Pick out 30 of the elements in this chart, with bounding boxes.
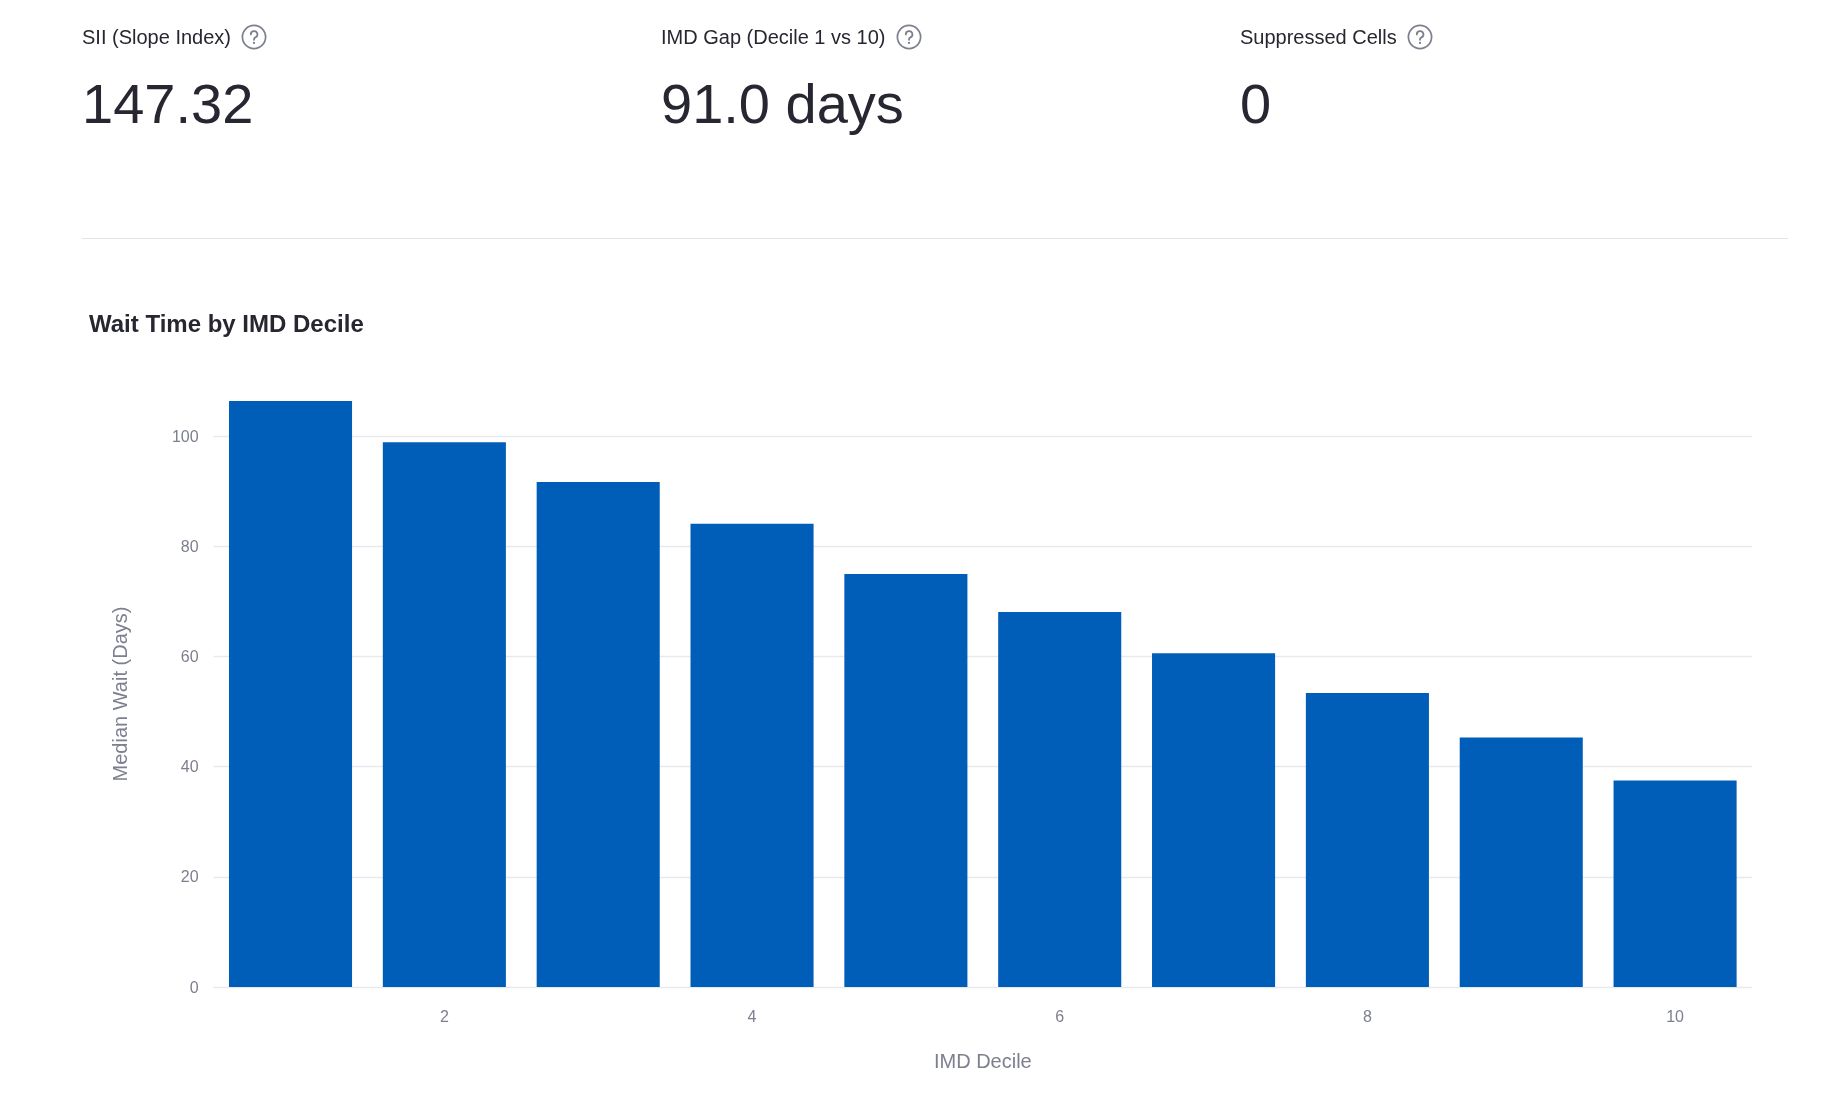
y-tick-label: 40: [180, 758, 199, 776]
text: 91.0 days: [661, 72, 904, 135]
bar: [690, 523, 814, 987]
bar: [382, 442, 506, 987]
category-label: Suppressed Cells: [1240, 25, 1397, 49]
x-tick-label: 4: [747, 1007, 757, 1025]
x-tick-label: 6: [1055, 1007, 1065, 1025]
chart-title: Wait Time by IMD Decile: [89, 309, 364, 337]
y-tick-label: 20: [180, 868, 199, 886]
bar: [536, 481, 660, 987]
bar: [844, 573, 968, 987]
y-tick-label: 0: [189, 978, 199, 996]
x-axis-title: IMD Decile: [933, 1050, 1032, 1072]
y-tick-label: 60: [180, 648, 199, 666]
y-tick-label: 80: [180, 537, 199, 555]
bar: [1459, 737, 1583, 987]
x-tick-label: 8: [1362, 1007, 1372, 1025]
y-axis-title: Median Wait (Days): [108, 606, 131, 782]
bar: [228, 401, 353, 987]
text: 147.32: [82, 72, 254, 135]
bar: [1613, 780, 1737, 987]
x-tick-label: 2: [439, 1007, 449, 1025]
x-tick-label: 10: [1666, 1007, 1685, 1025]
category-label: IMD Gap (Decile 1 vs 10): [661, 25, 886, 49]
category-label: SII (Slope Index): [82, 25, 231, 49]
text: 0: [1240, 72, 1272, 135]
bar: [1305, 692, 1429, 987]
y-tick-label: 100: [171, 427, 199, 445]
bar: [1152, 653, 1276, 987]
bar: [998, 611, 1122, 987]
